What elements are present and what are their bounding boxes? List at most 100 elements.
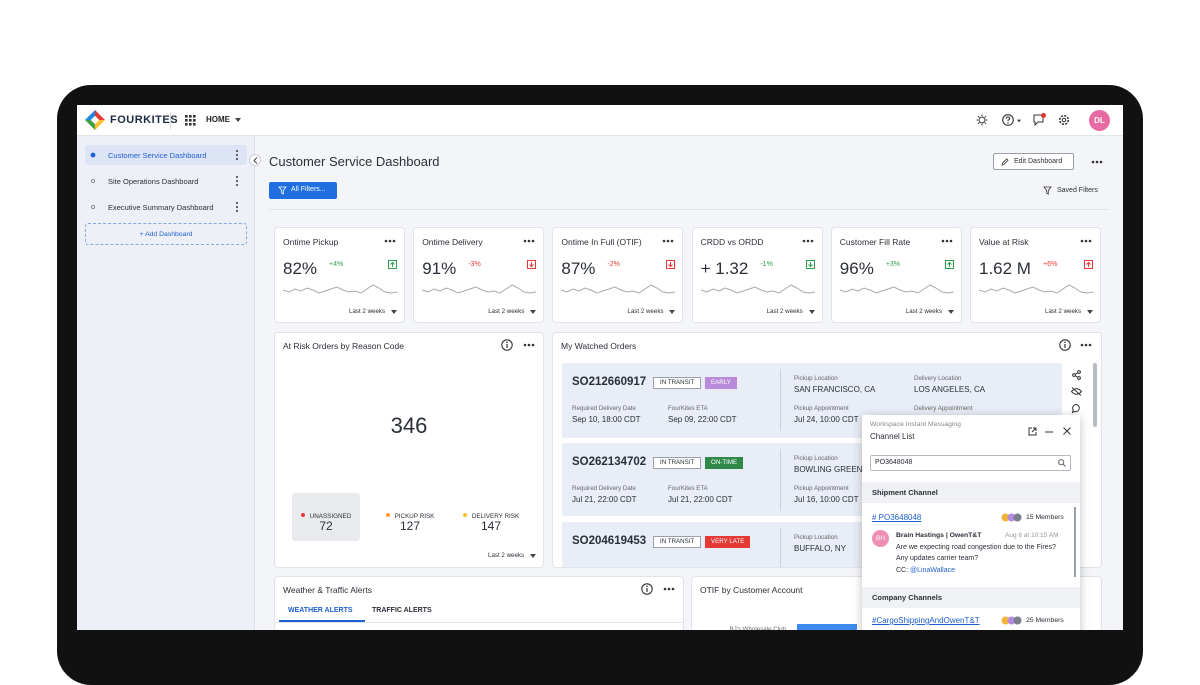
order-pickup-label: Pickup Location bbox=[794, 375, 838, 382]
more-menu[interactable] bbox=[235, 175, 239, 187]
more-menu[interactable] bbox=[384, 239, 396, 243]
info-icon[interactable] bbox=[1059, 339, 1071, 351]
channel-link[interactable]: # PO3648048 bbox=[872, 513, 922, 522]
icon-shape bbox=[523, 239, 527, 243]
period-label[interactable]: Last 2 weeks bbox=[349, 308, 386, 315]
icon-shape bbox=[1058, 114, 1070, 126]
card-title: OTIF by Customer Account bbox=[700, 585, 803, 595]
icon-shape bbox=[805, 260, 815, 269]
icon-shape bbox=[282, 284, 398, 294]
icon-shape bbox=[235, 149, 239, 153]
cc-mention[interactable]: @LinaWallace bbox=[910, 567, 955, 574]
message-time: Aug 6 at 10:15 AM bbox=[1005, 532, 1059, 539]
more-menu[interactable] bbox=[941, 239, 953, 243]
icon-notifications[interactable] bbox=[1033, 113, 1046, 127]
icon-shape bbox=[984, 122, 987, 125]
search-box[interactable]: PO3648048 bbox=[870, 455, 1071, 471]
period-label[interactable]: Last 2 weeks bbox=[488, 552, 525, 559]
more-menu[interactable] bbox=[1080, 239, 1092, 243]
more-menu[interactable] bbox=[663, 587, 675, 591]
all-filters-label: All Filters... bbox=[291, 186, 326, 193]
member-count[interactable]: 15 Members bbox=[1026, 514, 1064, 521]
more-menu[interactable] bbox=[523, 239, 535, 243]
period-label[interactable]: Last 2 weeks bbox=[905, 308, 942, 315]
close-icon[interactable] bbox=[1063, 427, 1071, 435]
more-menu[interactable] bbox=[802, 239, 814, 243]
sidebar-item[interactable]: Executive Summary Dashboard bbox=[85, 197, 247, 217]
icon-shape bbox=[1059, 339, 1071, 351]
trend-icon bbox=[1084, 260, 1093, 269]
caret[interactable] bbox=[947, 310, 954, 314]
icon-settings[interactable] bbox=[1058, 114, 1070, 126]
caret[interactable] bbox=[1016, 119, 1022, 123]
period-label[interactable]: Last 2 weeks bbox=[1045, 308, 1082, 315]
chat-scrollbar bbox=[1074, 507, 1076, 577]
more-menu[interactable] bbox=[1091, 160, 1103, 164]
icon-shape bbox=[1084, 343, 1088, 347]
more-menu[interactable] bbox=[662, 239, 674, 243]
caret[interactable] bbox=[669, 310, 676, 314]
legend-swatch bbox=[462, 513, 467, 517]
icon-shape bbox=[527, 260, 537, 269]
icon-shape bbox=[235, 179, 239, 183]
legend-label: UNASSIGNED bbox=[309, 513, 352, 520]
share-icon[interactable] bbox=[1072, 370, 1081, 380]
section-title: Company Channels bbox=[872, 593, 943, 602]
icon-shape bbox=[1028, 427, 1037, 436]
period-label[interactable]: Last 2 weeks bbox=[766, 308, 803, 315]
sidebar-item[interactable]: Customer Service Dashboard bbox=[85, 145, 247, 165]
filter-icon[interactable] bbox=[1043, 186, 1052, 195]
more-menu[interactable] bbox=[235, 201, 239, 213]
more-menu[interactable] bbox=[1080, 343, 1092, 347]
edit-dashboard-button[interactable]: Edit Dashboard bbox=[993, 153, 1074, 170]
info-icon[interactable] bbox=[641, 583, 653, 595]
avatar[interactable]: DL bbox=[1089, 110, 1110, 131]
kpi-card: Ontime Pickup 82% +4% Last 2 weeks bbox=[274, 227, 405, 323]
saved-filters[interactable]: Saved Filters bbox=[1057, 187, 1098, 194]
caret[interactable] bbox=[530, 554, 536, 558]
icon-shape bbox=[1016, 119, 1022, 123]
section-title: Shipment Channel bbox=[872, 488, 938, 497]
caret[interactable] bbox=[808, 310, 815, 314]
icon-shape bbox=[193, 115, 196, 118]
card-title: My Watched Orders bbox=[561, 341, 637, 351]
member-count[interactable]: 25 Members bbox=[1026, 617, 1064, 624]
tab-underline bbox=[279, 620, 365, 622]
sidebar-item[interactable]: Site Operations Dashboard bbox=[85, 171, 247, 191]
icon-shape bbox=[977, 122, 980, 125]
add-dashboard[interactable]: + Add Dashboard bbox=[85, 223, 247, 245]
icon-shape bbox=[1077, 370, 1081, 374]
app-grid-icon[interactable] bbox=[185, 115, 196, 126]
caret[interactable] bbox=[235, 118, 241, 122]
icon-shape bbox=[1088, 239, 1092, 243]
caret[interactable] bbox=[391, 310, 397, 314]
more-menu[interactable] bbox=[235, 149, 239, 161]
icon-shape bbox=[1095, 160, 1099, 164]
icon-shape bbox=[388, 260, 397, 269]
icon-shape bbox=[253, 157, 258, 164]
tab[interactable]: TRAFFIC ALERTS bbox=[372, 607, 432, 614]
icon-shape bbox=[85, 110, 95, 120]
caret[interactable] bbox=[1087, 310, 1093, 314]
period-label[interactable]: Last 2 weeks bbox=[488, 308, 525, 315]
popout-icon[interactable] bbox=[1028, 427, 1037, 436]
nav-home[interactable]: HOME bbox=[206, 115, 230, 124]
info-icon[interactable] bbox=[501, 339, 513, 351]
kpi-delta: +4% bbox=[329, 261, 344, 268]
icon-shape bbox=[978, 116, 986, 124]
icon-light[interactable] bbox=[976, 114, 988, 126]
all-filters-button[interactable]: All Filters... bbox=[269, 182, 337, 199]
hide-icon[interactable] bbox=[1070, 387, 1083, 396]
channel-link[interactable]: #CargoShippingAndOwenT&T bbox=[872, 616, 980, 625]
top-bar: FOURKITES HOME DL bbox=[77, 105, 1123, 136]
collapse-toggle[interactable] bbox=[249, 154, 261, 166]
period-label[interactable]: Last 2 weeks bbox=[627, 308, 664, 315]
icon-shape bbox=[235, 209, 239, 213]
comment-icon[interactable] bbox=[1071, 403, 1081, 414]
tab[interactable]: WEATHER ALERTS bbox=[288, 607, 353, 614]
more-menu[interactable] bbox=[523, 343, 535, 347]
caret[interactable] bbox=[530, 310, 537, 314]
icon-shape bbox=[422, 284, 537, 294]
minimize-icon[interactable] bbox=[1045, 431, 1053, 433]
icon-help[interactable] bbox=[1002, 114, 1014, 126]
